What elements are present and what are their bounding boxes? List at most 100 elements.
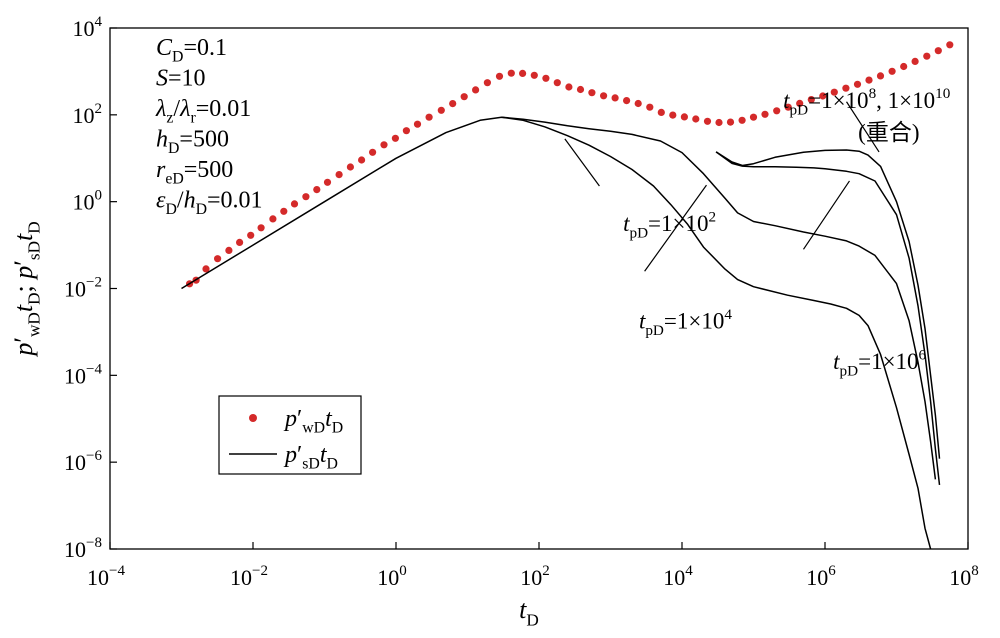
data-point (460, 93, 468, 101)
data-point (542, 74, 550, 82)
curve-label: tpD=1×102 (623, 208, 716, 241)
data-point (807, 96, 815, 104)
data-point (257, 224, 265, 232)
legend-box (218, 395, 362, 475)
x-tick-label: 108 (949, 563, 979, 590)
data-point (773, 107, 781, 115)
leader-line (644, 184, 707, 272)
data-point (290, 200, 299, 208)
leader-line (564, 138, 600, 187)
parameter-line: λz/λr=0.01 (155, 96, 251, 127)
parameter-line: hD=500 (156, 127, 229, 158)
y-tick-label: 104 (73, 14, 103, 41)
y-tick-label: 100 (73, 188, 103, 215)
data-point (214, 255, 222, 263)
series-line-2 (501, 116, 937, 480)
data-point (437, 106, 445, 114)
data-point (202, 265, 210, 273)
data-point (576, 85, 585, 94)
leader-line (846, 101, 880, 153)
data-point (680, 113, 689, 121)
axes: 10−4 10−2 100 102 104 106 108 104 102 100 10−2 10−4… (9, 14, 979, 629)
curve-label: tpD=1×108, 1×1010 (783, 85, 951, 118)
data-point (449, 100, 457, 108)
x-tick-label: 10−4 (87, 563, 125, 590)
data-point (507, 69, 515, 77)
legend-label: p′wDtD (283, 406, 343, 437)
data-point (280, 207, 288, 215)
x-tick-label: 10−2 (230, 563, 268, 590)
data-point (923, 52, 931, 60)
data-point (623, 97, 631, 105)
data-point (413, 120, 422, 128)
legend-label: p′sDtD (283, 442, 338, 473)
data-point (715, 118, 723, 127)
data-point (900, 62, 908, 71)
data-point (657, 108, 665, 116)
data-point (530, 71, 538, 79)
data-point (692, 115, 700, 123)
data-point (796, 99, 804, 107)
data-point (369, 148, 377, 156)
data-point (483, 79, 491, 87)
data-point (830, 88, 838, 96)
data-point (358, 156, 366, 164)
x-tick-label: 102 (520, 563, 550, 590)
data-point (391, 134, 399, 142)
data-point (335, 171, 343, 179)
legend: p′wDtD p′sDtD (218, 395, 362, 475)
data-point (553, 79, 561, 87)
data-point (934, 47, 942, 55)
data-point (853, 80, 862, 88)
y-tick-label: 102 (73, 101, 103, 128)
data-point (888, 67, 896, 75)
data-point (761, 110, 769, 118)
data-point (269, 215, 277, 223)
data-point (565, 83, 573, 91)
series-group (181, 41, 954, 550)
x-tick-label: 100 (377, 563, 407, 590)
data-point (225, 246, 233, 254)
x-tick-label: 104 (663, 563, 693, 590)
data-point (247, 231, 255, 239)
y-tick-label: 10−6 (64, 448, 102, 475)
data-point (738, 116, 746, 124)
data-point (634, 99, 642, 108)
series-line-3 (715, 151, 941, 485)
data-point (946, 41, 954, 49)
parameter-line: CD=0.1 (156, 35, 227, 66)
data-point (819, 92, 827, 100)
curve-label: tpD=1×106 (833, 346, 926, 379)
data-point (865, 76, 873, 84)
data-point (519, 69, 527, 77)
y-tick-label: 10−4 (64, 361, 102, 388)
y-axis-title: p′wDtD; p′sDtD (9, 221, 43, 357)
curve-label-note: (重合) (858, 120, 919, 145)
x-axis-title: tD (519, 595, 539, 629)
leader-line (802, 180, 850, 250)
data-point (669, 111, 677, 119)
y-tick-label: 10−2 (64, 275, 102, 302)
data-point (611, 94, 619, 102)
data-point (600, 92, 608, 100)
data-point (380, 141, 388, 149)
data-point (236, 238, 244, 246)
data-point (588, 89, 596, 97)
legend-dot-marker (249, 414, 257, 422)
data-point (472, 86, 480, 94)
data-point (749, 113, 758, 121)
parameter-block: CD=0.1S=10 λz/λr=0.01hD=500reD=500εD/hD=0… (155, 35, 263, 218)
parameter-line: εD/hD=0.01 (156, 188, 263, 219)
series-line-4 (715, 149, 941, 459)
data-point (495, 72, 504, 80)
parameter-line: reD=500 (156, 157, 233, 188)
curve-annotations: tpD=1×102 tpD=1×104 tpD=1×106 tpD=1×108, 1×… (564, 85, 951, 379)
data-point (784, 103, 792, 111)
parameter-line: S=10 (156, 66, 206, 92)
series-line-1 (181, 116, 932, 550)
data-point (726, 118, 735, 126)
x-tick-label: 106 (806, 563, 836, 590)
data-point (876, 72, 885, 80)
curve-label: tpD=1×104 (639, 306, 732, 339)
